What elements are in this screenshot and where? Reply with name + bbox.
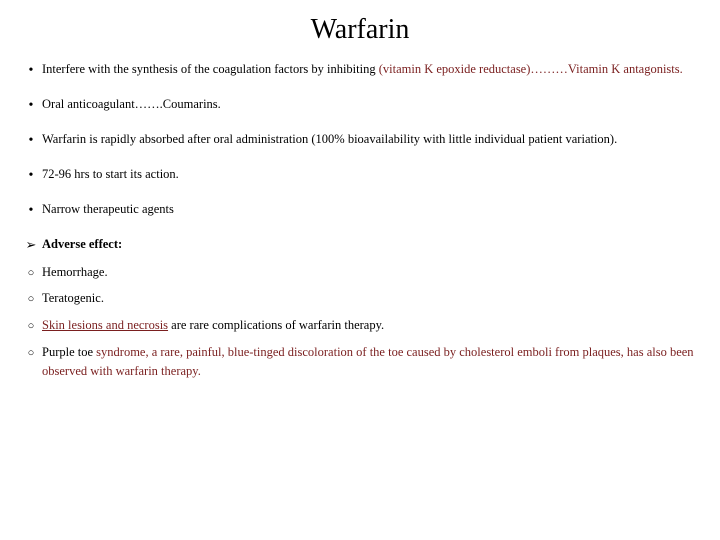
list-item-text: Narrow therapeutic agents <box>42 200 700 219</box>
list-item-text: 72-96 hrs to start its action. <box>42 165 700 184</box>
list-item: Teratogenic. <box>20 289 700 308</box>
list-item: 72-96 hrs to start its action. <box>20 165 700 186</box>
circ-bullet-icon <box>20 316 42 335</box>
slide-title: Warfarin <box>20 14 700 46</box>
circ-bullet-icon <box>20 343 42 362</box>
text-segment: Oral anticoagulant…….Coumarins. <box>42 97 221 111</box>
list-item-text: Skin lesions and necrosis are rare compl… <box>42 316 700 335</box>
list-item: Skin lesions and necrosis are rare compl… <box>20 316 700 335</box>
list-item: Hemorrhage. <box>20 263 700 282</box>
list-item-text: Teratogenic. <box>42 289 700 308</box>
text-segment: Hemorrhage. <box>42 265 108 279</box>
list-item: Warfarin is rapidly absorbed after oral … <box>20 130 700 151</box>
list-item-text: Interfere with the synthesis of the coag… <box>42 60 700 79</box>
dot-bullet-icon <box>20 200 42 221</box>
dot-bullet-icon <box>20 95 42 116</box>
list-item-text: Adverse effect: <box>42 235 700 254</box>
content-list: Interfere with the synthesis of the coag… <box>20 60 700 380</box>
text-segment: Warfarin is rapidly absorbed after oral … <box>42 132 617 146</box>
slide: Warfarin Interfere with the synthesis of… <box>0 0 720 408</box>
list-item: Adverse effect: <box>20 235 700 255</box>
text-segment: syndrome, a rare, painful, blue-tinged d… <box>42 345 694 378</box>
list-item: Interfere with the synthesis of the coag… <box>20 60 700 81</box>
text-segment: Skin lesions and necrosis <box>42 318 168 332</box>
list-item: Purple toe syndrome, a rare, painful, bl… <box>20 343 700 381</box>
list-item-text: Purple toe syndrome, a rare, painful, bl… <box>42 343 700 381</box>
circ-bullet-icon <box>20 289 42 308</box>
list-item-text: Oral anticoagulant…….Coumarins. <box>42 95 700 114</box>
arrow-bullet-icon <box>20 235 42 255</box>
dot-bullet-icon <box>20 130 42 151</box>
text-segment: Adverse effect: <box>42 237 122 251</box>
text-segment: 72-96 hrs to start its action. <box>42 167 179 181</box>
text-segment: (vitamin K epoxide reductase)………Vitamin … <box>379 62 683 76</box>
list-item: Oral anticoagulant…….Coumarins. <box>20 95 700 116</box>
dot-bullet-icon <box>20 60 42 81</box>
list-item: Narrow therapeutic agents <box>20 200 700 221</box>
text-segment: Purple toe <box>42 345 96 359</box>
text-segment: Teratogenic. <box>42 291 104 305</box>
list-item-text: Warfarin is rapidly absorbed after oral … <box>42 130 700 149</box>
circ-bullet-icon <box>20 263 42 282</box>
text-segment: are rare complications of warfarin thera… <box>168 318 384 332</box>
dot-bullet-icon <box>20 165 42 186</box>
text-segment: Interfere with the synthesis of the coag… <box>42 62 379 76</box>
text-segment: Narrow therapeutic agents <box>42 202 174 216</box>
list-item-text: Hemorrhage. <box>42 263 700 282</box>
